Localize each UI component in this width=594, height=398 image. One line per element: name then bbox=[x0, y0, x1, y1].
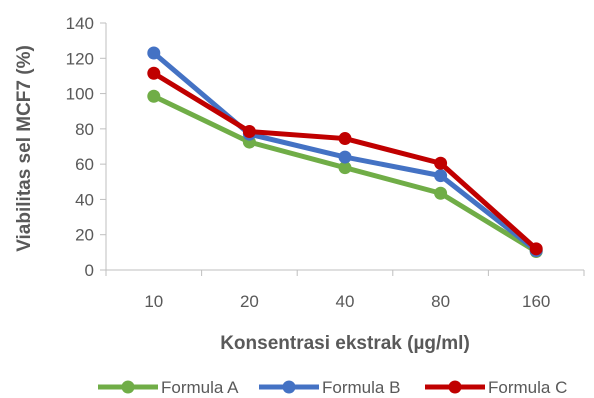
legend-marker-formula-b bbox=[283, 381, 296, 394]
x-axis: 10 20 40 80 160 bbox=[106, 270, 584, 311]
y-tick-label: 20 bbox=[75, 226, 94, 245]
data-point-formula-b bbox=[339, 151, 352, 164]
data-point-formula-c bbox=[243, 125, 256, 138]
legend-marker-formula-c bbox=[449, 381, 462, 394]
y-tick-label: 0 bbox=[85, 261, 94, 280]
series-layer bbox=[147, 46, 542, 257]
y-tick-label: 100 bbox=[66, 85, 94, 104]
data-point-formula-b bbox=[434, 169, 447, 182]
data-point-formula-c bbox=[147, 67, 160, 80]
y-tick-label: 140 bbox=[66, 14, 94, 33]
legend-marker-formula-a bbox=[122, 381, 135, 394]
y-axis-title: Viabilitas sel MCF7 (%) bbox=[14, 45, 35, 252]
legend-label-formula-c: Formula C bbox=[488, 378, 567, 397]
data-point-formula-c bbox=[530, 242, 543, 255]
data-point-formula-b bbox=[147, 46, 160, 59]
x-tick-label: 160 bbox=[522, 292, 550, 311]
y-tick-label: 80 bbox=[75, 120, 94, 139]
data-point-formula-a bbox=[434, 187, 447, 200]
x-tick-label: 10 bbox=[144, 292, 163, 311]
x-axis-title: Konsentrasi ekstrak (µg/ml) bbox=[220, 333, 470, 354]
data-point-formula-a bbox=[147, 90, 160, 103]
x-tick-label: 20 bbox=[240, 292, 259, 311]
data-point-formula-c bbox=[339, 132, 352, 145]
legend-label-formula-b: Formula B bbox=[322, 378, 400, 397]
x-tick-label: 80 bbox=[431, 292, 450, 311]
legend-label-formula-a: Formula A bbox=[161, 378, 239, 397]
y-tick-label: 120 bbox=[66, 49, 94, 68]
y-tick-label: 60 bbox=[75, 155, 94, 174]
legend: Formula A Formula B Formula C bbox=[98, 378, 567, 397]
y-axis: 0 20 40 60 80 100 120 140 bbox=[66, 14, 106, 280]
y-tick-label: 40 bbox=[75, 190, 94, 209]
x-tick-label: 40 bbox=[336, 292, 355, 311]
data-point-formula-c bbox=[434, 157, 447, 170]
